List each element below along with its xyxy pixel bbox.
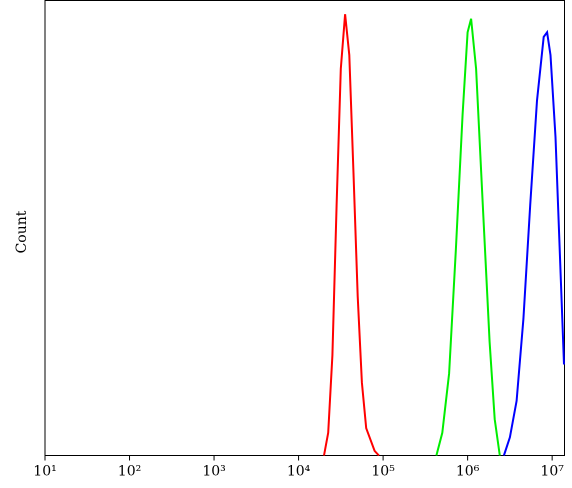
- x-tick-label: 10⁴: [287, 464, 311, 480]
- y-axis-label: Count: [14, 210, 30, 253]
- histogram-line: [323, 14, 380, 457]
- x-tick-label: 10⁷: [540, 464, 564, 480]
- x-tick-label: 10¹: [33, 464, 56, 480]
- plot-frame: [44, 0, 565, 456]
- histogram-line: [502, 29, 565, 456]
- x-tick-label: 10⁶: [456, 464, 480, 480]
- x-tick-label: 10²: [118, 464, 141, 480]
- x-tick-label: 10⁵: [371, 464, 395, 480]
- x-tick-label: 10³: [202, 464, 225, 480]
- histogram-line: [435, 18, 501, 456]
